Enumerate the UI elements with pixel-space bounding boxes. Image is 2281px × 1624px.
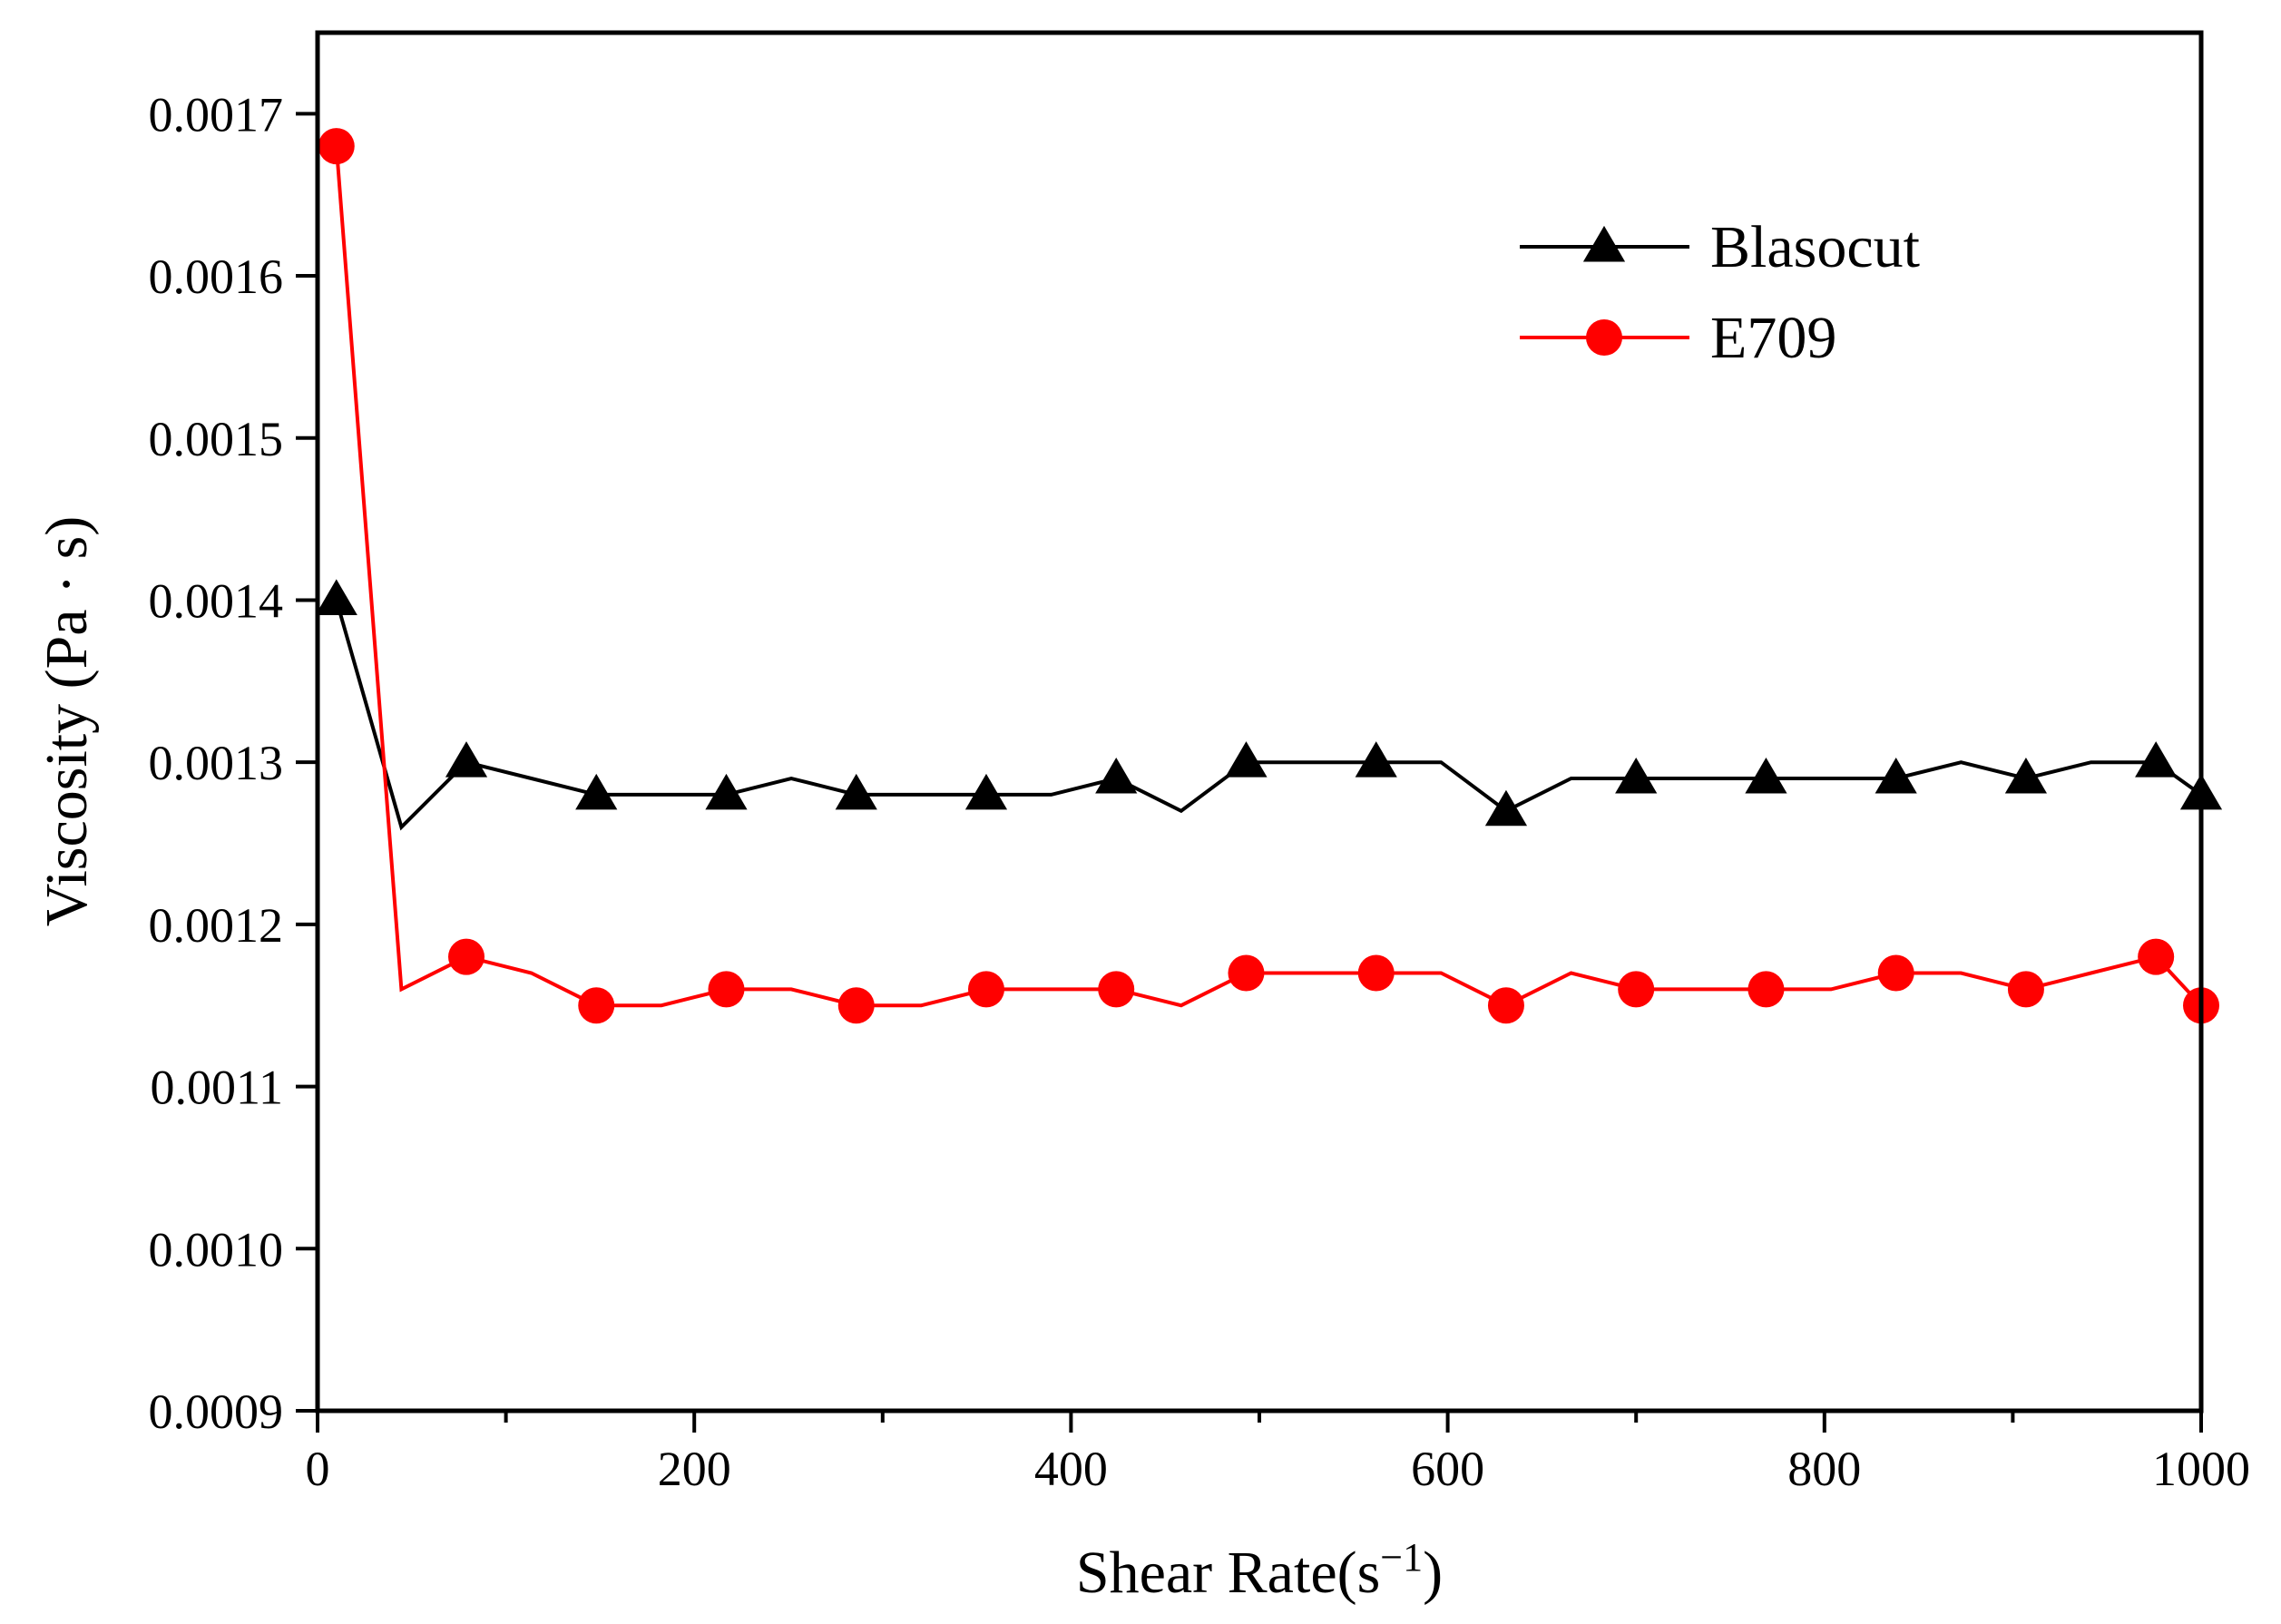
- data-point-e709: [1487, 987, 1524, 1024]
- y-tick-label: 0.0015: [149, 412, 284, 466]
- legend-item-blasocut: Blasocut: [1520, 214, 1920, 280]
- data-point-blasocut: [2135, 741, 2178, 778]
- y-tick-label: 0.0013: [149, 736, 284, 790]
- data-point-blasocut: [575, 773, 618, 810]
- data-point-e709: [578, 987, 615, 1024]
- data-point-e709: [708, 971, 745, 1008]
- data-point-e709: [1877, 954, 1914, 992]
- data-point-e709: [1098, 971, 1135, 1008]
- data-point-blasocut: [1225, 741, 1268, 778]
- data-point-blasocut: [1095, 757, 1138, 794]
- x-tick-label: 400: [1034, 1442, 1108, 1496]
- x-tick-label: 600: [1411, 1442, 1484, 1496]
- data-point-blasocut: [2004, 757, 2048, 794]
- data-point-e709: [2007, 971, 2044, 1008]
- data-point-blasocut: [1875, 757, 1917, 794]
- y-tick-label: 0.0009: [149, 1384, 284, 1439]
- legend: Blasocut E709: [1520, 214, 1920, 371]
- x-tick-label: 0: [306, 1442, 330, 1496]
- data-point-blasocut: [1355, 741, 1397, 778]
- x-tick-label: 800: [1787, 1442, 1861, 1496]
- legend-marker-e709: [1586, 319, 1622, 356]
- data-point-e709: [1747, 971, 1785, 1008]
- legend-marker-blasocut: [1582, 225, 1626, 262]
- data-point-blasocut: [445, 741, 488, 778]
- data-point-e709: [318, 128, 355, 165]
- y-axis-title: Viscosity (Pa · s): [34, 516, 100, 927]
- x-axis-ticks: 0 200 400 600 800 1000: [306, 1411, 2250, 1496]
- y-tick-label: 0.0012: [149, 898, 284, 953]
- y-axis-ticks: 0.0009 0.0010 0.0011 0.0012 0.0013 0.0014 0.00…: [149, 87, 318, 1439]
- legend-label-blasocut: Blasocut: [1710, 214, 1920, 280]
- series-line-blasocut: [334, 599, 2203, 831]
- y-tick-label: 0.0017: [149, 87, 284, 142]
- series-line-e709: [334, 145, 2203, 1008]
- data-point-e709: [2138, 938, 2175, 975]
- x-tick-label: 200: [658, 1442, 731, 1496]
- data-point-e709: [1228, 954, 1265, 992]
- data-point-blasocut: [1615, 757, 1658, 794]
- y-tick-label: 0.0016: [149, 249, 284, 304]
- legend-item-e709: E709: [1520, 305, 1836, 371]
- data-point-blasocut: [705, 773, 748, 810]
- y-tick-label: 0.0010: [149, 1222, 284, 1277]
- data-point-e709: [1618, 971, 1655, 1008]
- data-point-e709: [837, 987, 875, 1024]
- data-point-blasocut: [964, 773, 1008, 810]
- data-point-blasocut: [1484, 789, 1528, 827]
- data-point-blasocut: [835, 773, 877, 810]
- legend-label-e709: E709: [1710, 305, 1836, 371]
- y-tick-label: 0.0014: [149, 573, 284, 628]
- data-point-blasocut: [315, 579, 357, 615]
- data-point-e709: [967, 971, 1004, 1008]
- data-point-blasocut: [1745, 757, 1787, 794]
- y-tick-label: 0.0011: [151, 1061, 284, 1115]
- series-e709: [318, 128, 2219, 1024]
- series-blasocut: [315, 579, 2223, 831]
- series-layer: [315, 128, 2223, 1024]
- data-point-e709: [1357, 954, 1395, 992]
- x-tick-label: 1000: [2152, 1442, 2250, 1496]
- data-point-e709: [448, 938, 485, 975]
- x-axis-title: Shear Rate(s−1): [1076, 1535, 1443, 1607]
